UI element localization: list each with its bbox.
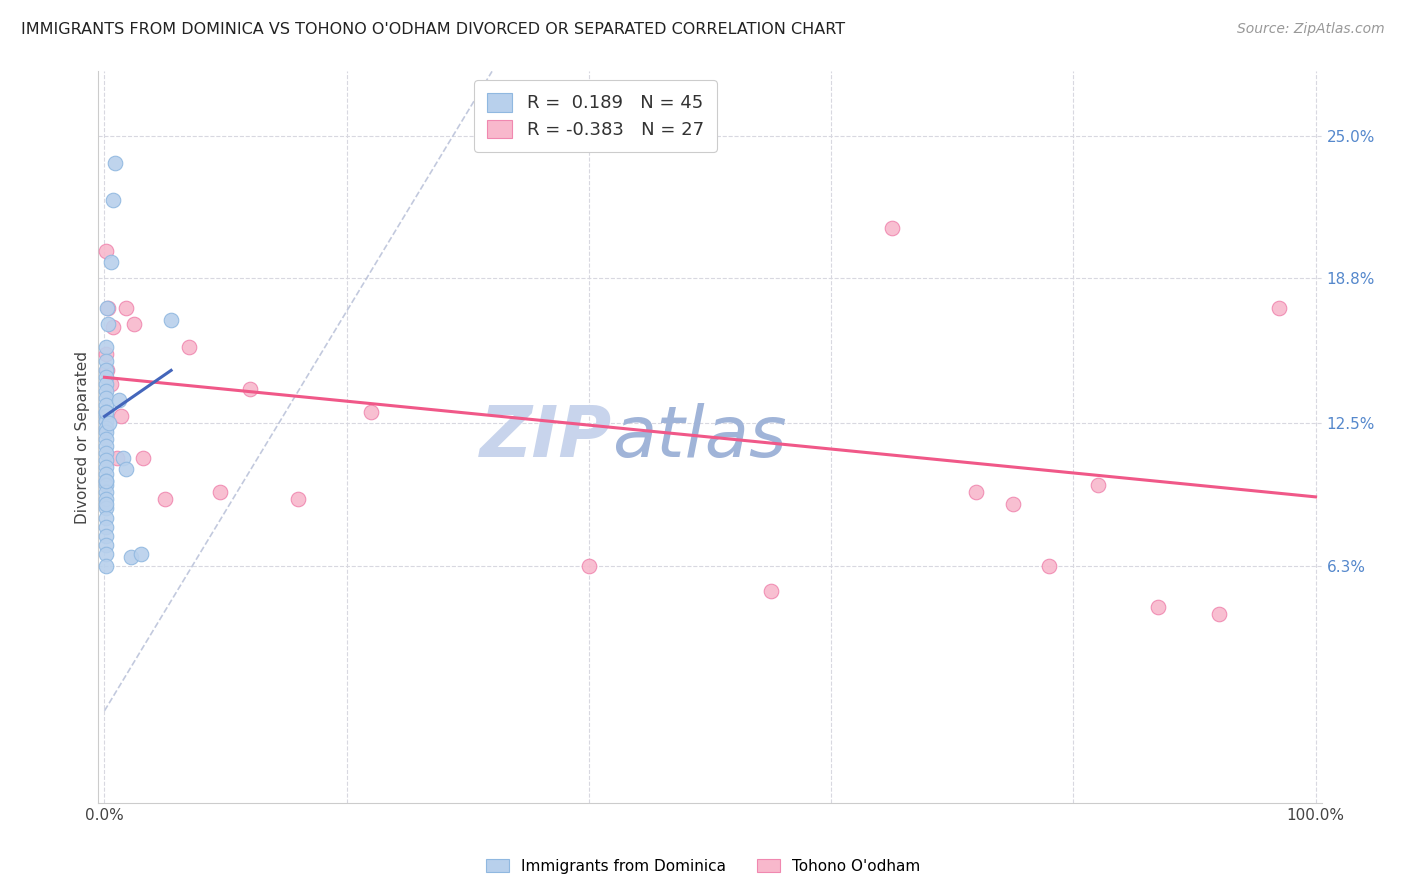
Point (101, 193, 124, 207)
Point (105, 450, 128, 465)
Point (287, 492, 309, 507)
Point (759, 584, 782, 599)
Legend: Immigrants from Dominica, Tohono O'odham: Immigrants from Dominica, Tohono O'odham (479, 853, 927, 880)
Text: ZIP: ZIP (479, 402, 612, 472)
Point (94, 467, 117, 481)
Point (179, 340, 201, 354)
Point (129, 548, 152, 562)
Point (94, 510, 117, 524)
Point (94, 548, 117, 562)
Point (98, 417, 121, 431)
Point (94, 425, 117, 440)
Point (239, 382, 262, 396)
Point (94, 384, 117, 398)
Legend: R =  0.189   N = 45, R = -0.383   N = 27: R = 0.189 N = 45, R = -0.383 N = 27 (474, 80, 717, 152)
Point (120, 549, 142, 564)
Point (97, 318, 120, 332)
Point (880, 220, 903, 235)
Point (96, 363, 118, 377)
Point (966, 485, 988, 500)
Point (122, 318, 145, 332)
Point (94, 433, 117, 447)
Point (94, 446, 117, 460)
Text: Source: ZipAtlas.com: Source: ZipAtlas.com (1237, 22, 1385, 37)
Point (94, 558, 117, 573)
Point (94, 347, 117, 361)
Point (94, 529, 117, 543)
Point (110, 409, 132, 424)
Point (94, 492, 117, 507)
Point (94, 474, 117, 488)
Point (578, 558, 600, 573)
Point (94, 478, 117, 492)
Point (160, 312, 183, 326)
Point (94, 460, 117, 475)
Point (111, 450, 134, 465)
Point (132, 450, 155, 465)
Point (360, 405, 382, 419)
Point (96, 301, 118, 316)
Point (94, 377, 117, 392)
Point (115, 301, 138, 316)
Point (208, 485, 231, 500)
Point (94, 398, 117, 412)
Point (1147, 600, 1170, 615)
Point (94, 340, 117, 354)
Text: atlas: atlas (612, 402, 787, 472)
Point (94, 421, 117, 435)
Point (94, 414, 117, 428)
Point (115, 462, 138, 476)
Point (94, 439, 117, 453)
Point (94, 363, 117, 377)
Point (94, 405, 117, 419)
Point (1208, 607, 1230, 622)
Point (94, 405, 117, 419)
Point (97, 301, 120, 316)
Point (100, 255, 122, 269)
Point (94, 538, 117, 552)
Point (1001, 497, 1024, 511)
Text: IMMIGRANTS FROM DOMINICA VS TOHONO O'ODHAM DIVORCED OR SEPARATED CORRELATION CHA: IMMIGRANTS FROM DOMINICA VS TOHONO O'ODH… (21, 22, 845, 37)
Point (94, 453, 117, 467)
Point (94, 354, 117, 368)
Point (94, 485, 117, 500)
Point (1038, 558, 1060, 573)
Point (101, 319, 124, 334)
Point (100, 377, 122, 392)
Point (94, 244, 117, 258)
Point (94, 501, 117, 516)
Point (94, 409, 117, 424)
Point (104, 156, 127, 170)
Y-axis label: Divorced or Separated: Divorced or Separated (75, 351, 90, 524)
Point (94, 497, 117, 511)
Point (94, 391, 117, 405)
Point (153, 492, 176, 507)
Point (94, 474, 117, 488)
Point (108, 393, 131, 408)
Point (94, 370, 117, 384)
Point (94, 520, 117, 534)
Point (1087, 478, 1109, 492)
Point (1268, 301, 1291, 316)
